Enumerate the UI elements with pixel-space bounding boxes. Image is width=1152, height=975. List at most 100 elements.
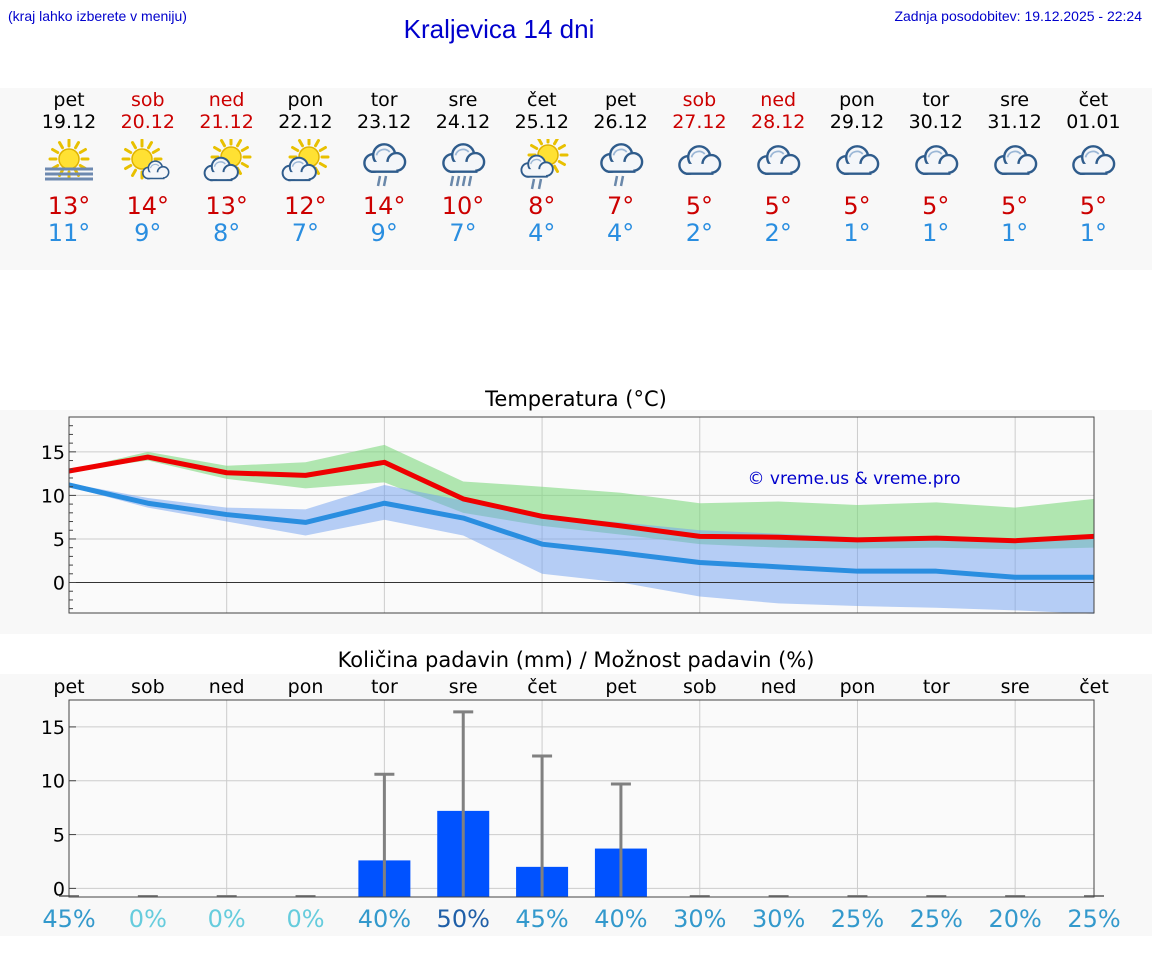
day-date: 22.12 [278, 111, 333, 133]
max-temp-line [68, 454, 1095, 544]
day-name: tor [922, 89, 950, 111]
precip-day-label: pet [605, 676, 636, 698]
max-temp: 13° [205, 192, 248, 220]
precip-day-label: čet [527, 676, 557, 698]
day-column: pet 19.12 13° 11° [30, 88, 108, 247]
day-column: tor 23.12 14° 9° [345, 88, 423, 247]
y-tick-label: 5 [53, 825, 65, 847]
min-temp: 4° [606, 219, 635, 247]
precip-day-label: pon [288, 676, 324, 698]
day-column: pet 26.12 7° 4° [582, 88, 660, 247]
day-name: čet [1078, 89, 1109, 111]
precip-day-label: sre [449, 676, 478, 698]
day-date: 21.12 [199, 111, 254, 133]
day-name: sre [1000, 89, 1030, 111]
max-temp: 7° [606, 192, 635, 220]
day-name: ned [760, 89, 797, 111]
min-temp: 1° [1079, 219, 1108, 247]
max-temp: 5° [685, 192, 714, 220]
day-column: tor 30.12 5° 1° [897, 88, 975, 247]
precip-day-label: pon [840, 676, 876, 698]
day-name: sob [131, 89, 165, 111]
cloud-icon [993, 145, 1037, 176]
min-temp: 4° [528, 219, 556, 247]
y-tick-label: 15 [41, 442, 65, 464]
min-temp-line [68, 482, 1094, 580]
precip-probability: 20% [988, 905, 1041, 933]
precip-probability: 30% [752, 905, 805, 933]
precip-day-label: tor [371, 676, 398, 698]
precip-probability: 30% [673, 905, 726, 933]
day-column: čet 25.12 8° 4° [503, 88, 581, 247]
temp-chart-title: Temperatura (°C) [485, 387, 667, 411]
precip-day-label: pet [53, 676, 84, 698]
day-column: čet 01.01 5° 1° [1054, 88, 1132, 247]
precip-day-label: ned [209, 676, 245, 698]
sun-cloud-rain-icon [520, 139, 569, 190]
day-date: 27.12 [672, 111, 727, 133]
min-temp: 7° [291, 219, 320, 247]
cloud-icon [757, 145, 801, 176]
precip-probability: 25% [910, 905, 963, 933]
precip-probability: 45% [42, 905, 95, 933]
min-temp: 11° [47, 219, 91, 247]
min-temp: 9° [134, 219, 162, 247]
min-temp: 8° [212, 219, 241, 247]
precip-probability: 0% [129, 905, 167, 933]
day-date: 29.12 [829, 111, 885, 133]
cloud-icon [836, 145, 880, 176]
sun-fog-icon [45, 139, 93, 181]
precip-probability: 0% [286, 905, 324, 933]
max-temp: 5° [843, 192, 871, 220]
day-date: 01.01 [1066, 111, 1121, 133]
max-temp: 5° [922, 192, 950, 220]
day-name: tor [370, 89, 398, 111]
precip-day-label: tor [923, 676, 950, 698]
precip-probability: 0% [208, 905, 246, 933]
day-date: 19.12 [41, 111, 97, 133]
plot-frame [68, 699, 1095, 898]
sun-cloud-icon [203, 139, 252, 182]
cloud-rain-heavy-icon [442, 143, 486, 187]
page-title: Kraljevica 14 dni [403, 14, 595, 44]
precip-probability: 25% [1067, 905, 1120, 933]
cloud-rain-light-icon [363, 143, 407, 187]
day-date: 20.12 [120, 111, 175, 133]
day-name: pet [53, 89, 85, 111]
day-name: ned [208, 89, 245, 111]
min-temp: 1° [1000, 219, 1029, 247]
day-column: ned 28.12 5° 2° [739, 88, 817, 247]
day-name: pon [287, 89, 324, 111]
max-temp: 10° [441, 192, 485, 220]
day-column: sre 31.12 5° 1° [976, 88, 1054, 247]
precip-day-label: sob [683, 676, 717, 698]
max-temp: 8° [528, 192, 556, 220]
min-temp: 7° [449, 219, 477, 247]
precip-chart-title: Količina padavin (mm) / Možnost padavin … [337, 648, 815, 672]
max-temp: 5° [1079, 192, 1108, 220]
precip-probability: 25% [831, 905, 884, 933]
cloud-icon [914, 145, 959, 176]
forecast-band [0, 88, 1152, 270]
min-temp: 2° [685, 219, 714, 247]
top-note: (kraj lahko izberete v meniju) [8, 8, 187, 24]
day-date: 24.12 [435, 111, 491, 133]
precip-day-label: ned [761, 676, 797, 698]
cloud-icon [1072, 145, 1116, 176]
day-column: sob 27.12 5° 2° [660, 88, 738, 247]
precip-day-label: sob [131, 676, 165, 698]
precip-probability: 45% [515, 905, 568, 933]
last-update: Zadnja posodobitev: 19.12.2025 - 22:24 [894, 8, 1142, 24]
min-temp: 1° [843, 219, 871, 247]
max-temp: 5° [1000, 192, 1029, 220]
y-tick-label: 0 [53, 573, 65, 595]
day-name: sob [682, 89, 717, 111]
day-date: 23.12 [356, 111, 412, 133]
plot-frame [68, 416, 1095, 614]
precip-probability: 40% [358, 905, 411, 933]
temperature-chart: 0 5 10 15 © vreme.us & vreme.pro [41, 416, 1095, 614]
day-column: pon 22.12 12° 7° [266, 88, 344, 247]
max-temp: 13° [47, 192, 91, 220]
day-date: 28.12 [750, 111, 806, 133]
day-date: 30.12 [908, 111, 963, 133]
